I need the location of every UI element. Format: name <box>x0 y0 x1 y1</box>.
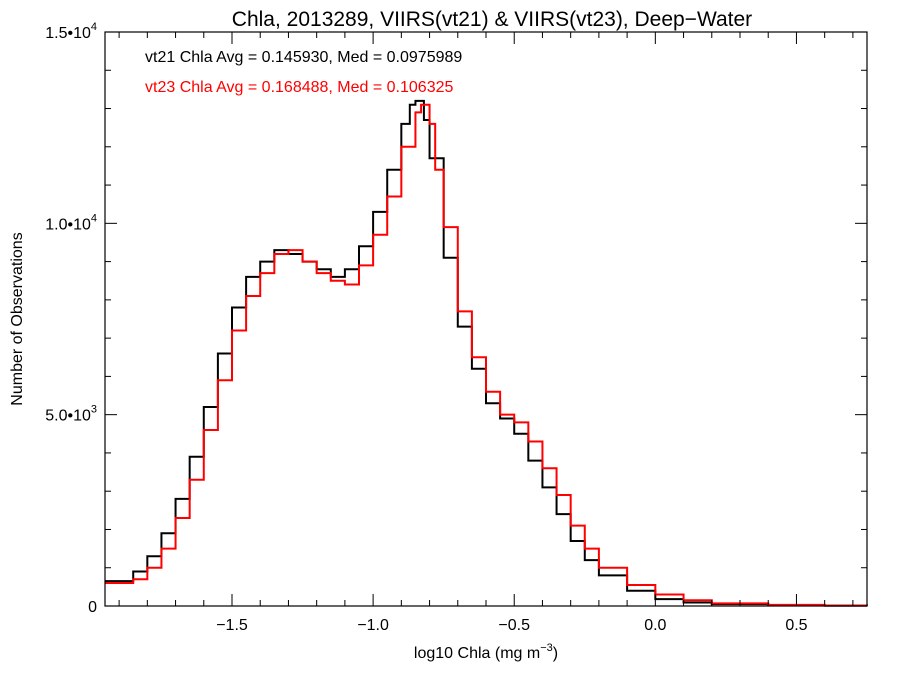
plot-frame <box>104 31 868 607</box>
series-layer <box>105 99 868 607</box>
x-axis-label-close: ) <box>553 645 558 662</box>
x-axis-label-superscript: −3 <box>540 642 553 654</box>
x-tick-label: 0.5 <box>785 617 807 634</box>
annotations: vt21 Chla Avg = 0.145930, Med = 0.097598… <box>145 49 462 96</box>
y-tick-label: 5.0•103 <box>45 404 97 425</box>
vt23-stats-annotation: vt23 Chla Avg = 0.168488, Med = 0.106325 <box>145 79 453 96</box>
x-axis-label-main: log10 Chla (mg m <box>414 645 540 662</box>
chart-title: Chla, 2013289, VIIRS(vt21) & VIIRS(vt23)… <box>232 8 752 31</box>
x-tick-label: −1.5 <box>216 617 248 634</box>
x-axis-label: log10 Chla (mg m−3) <box>414 642 558 662</box>
ticks-layer: −1.5 −1.0 −0.5 0.0 0.5 0 5.0•103 1.0•104 1.5•104 <box>45 21 867 634</box>
series-line-1 <box>105 103 868 607</box>
y-tick-label: 1.0•104 <box>45 212 97 233</box>
vt21-stats-annotation: vt21 Chla Avg = 0.145930, Med = 0.097598… <box>145 49 462 66</box>
x-tick-label: 0.0 <box>644 617 666 634</box>
x-tick-label: −0.5 <box>498 617 530 634</box>
x-tick-label: −1.0 <box>357 617 389 634</box>
y-tick-label: 0 <box>88 599 97 616</box>
y-axis-label: Number of Observations <box>9 232 26 405</box>
series-line-0 <box>105 99 868 607</box>
y-tick-label: 1.5•104 <box>45 21 97 42</box>
